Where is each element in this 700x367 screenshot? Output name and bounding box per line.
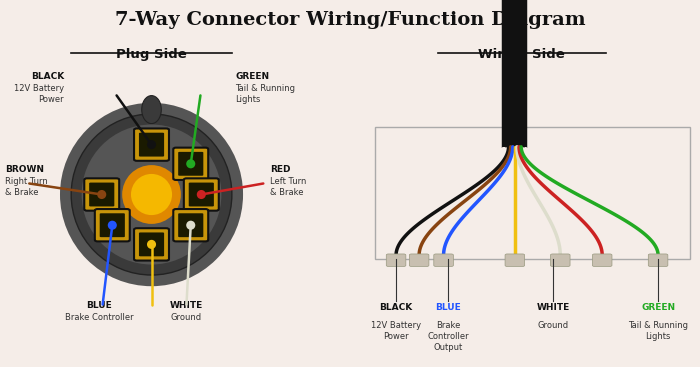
- FancyBboxPatch shape: [89, 182, 114, 207]
- Text: Ground: Ground: [171, 313, 202, 322]
- FancyBboxPatch shape: [648, 254, 668, 266]
- Text: GREEN: GREEN: [235, 72, 270, 81]
- FancyBboxPatch shape: [434, 254, 454, 266]
- FancyBboxPatch shape: [174, 209, 208, 241]
- Text: BLUE: BLUE: [86, 301, 112, 310]
- FancyBboxPatch shape: [134, 128, 169, 161]
- FancyBboxPatch shape: [99, 213, 125, 237]
- Text: WHITE: WHITE: [537, 303, 570, 312]
- Ellipse shape: [147, 140, 156, 149]
- FancyBboxPatch shape: [410, 254, 429, 266]
- Ellipse shape: [71, 114, 232, 275]
- Text: Ground: Ground: [538, 321, 569, 330]
- FancyBboxPatch shape: [178, 152, 203, 176]
- Ellipse shape: [147, 240, 156, 249]
- Ellipse shape: [82, 124, 221, 265]
- FancyBboxPatch shape: [386, 254, 406, 266]
- Text: BLUE: BLUE: [435, 303, 461, 312]
- Bar: [503, 0, 527, 147]
- FancyBboxPatch shape: [134, 228, 169, 261]
- FancyBboxPatch shape: [139, 232, 164, 256]
- Text: Tail & Running
Lights: Tail & Running Lights: [628, 321, 688, 341]
- Text: RED: RED: [270, 165, 290, 174]
- Ellipse shape: [60, 103, 243, 286]
- Text: 12V Battery
Power: 12V Battery Power: [14, 84, 64, 104]
- Ellipse shape: [186, 221, 195, 230]
- Ellipse shape: [131, 174, 172, 215]
- FancyBboxPatch shape: [505, 254, 524, 266]
- FancyBboxPatch shape: [592, 254, 612, 266]
- FancyBboxPatch shape: [189, 182, 214, 207]
- Ellipse shape: [197, 190, 206, 199]
- FancyBboxPatch shape: [550, 254, 570, 266]
- Text: Brake Controller: Brake Controller: [65, 313, 134, 322]
- Text: 12V Battery
Power: 12V Battery Power: [371, 321, 421, 341]
- Ellipse shape: [122, 165, 181, 224]
- Text: Plug Side: Plug Side: [116, 48, 187, 61]
- FancyBboxPatch shape: [174, 148, 208, 180]
- Text: Left Turn
& Brake: Left Turn & Brake: [270, 177, 307, 197]
- Text: BROWN: BROWN: [5, 165, 44, 174]
- Text: WHITE: WHITE: [170, 301, 203, 310]
- Text: BLACK: BLACK: [31, 72, 64, 81]
- FancyBboxPatch shape: [184, 178, 219, 211]
- Text: Right Turn
& Brake: Right Turn & Brake: [5, 177, 48, 197]
- Text: Wiring Side: Wiring Side: [479, 48, 565, 61]
- Ellipse shape: [97, 190, 106, 199]
- FancyBboxPatch shape: [84, 178, 119, 211]
- Text: Tail & Running
Lights: Tail & Running Lights: [235, 84, 295, 104]
- FancyBboxPatch shape: [139, 133, 164, 157]
- Ellipse shape: [141, 96, 161, 124]
- Ellipse shape: [108, 221, 117, 230]
- Text: GREEN: GREEN: [641, 303, 675, 312]
- Ellipse shape: [186, 159, 195, 168]
- Text: BLACK: BLACK: [379, 303, 413, 312]
- FancyBboxPatch shape: [94, 209, 130, 241]
- Text: 7-Way Connector Wiring/Function Diagram: 7-Way Connector Wiring/Function Diagram: [116, 11, 586, 29]
- Text: Brake
Controller
Output: Brake Controller Output: [428, 321, 469, 352]
- FancyBboxPatch shape: [178, 213, 203, 237]
